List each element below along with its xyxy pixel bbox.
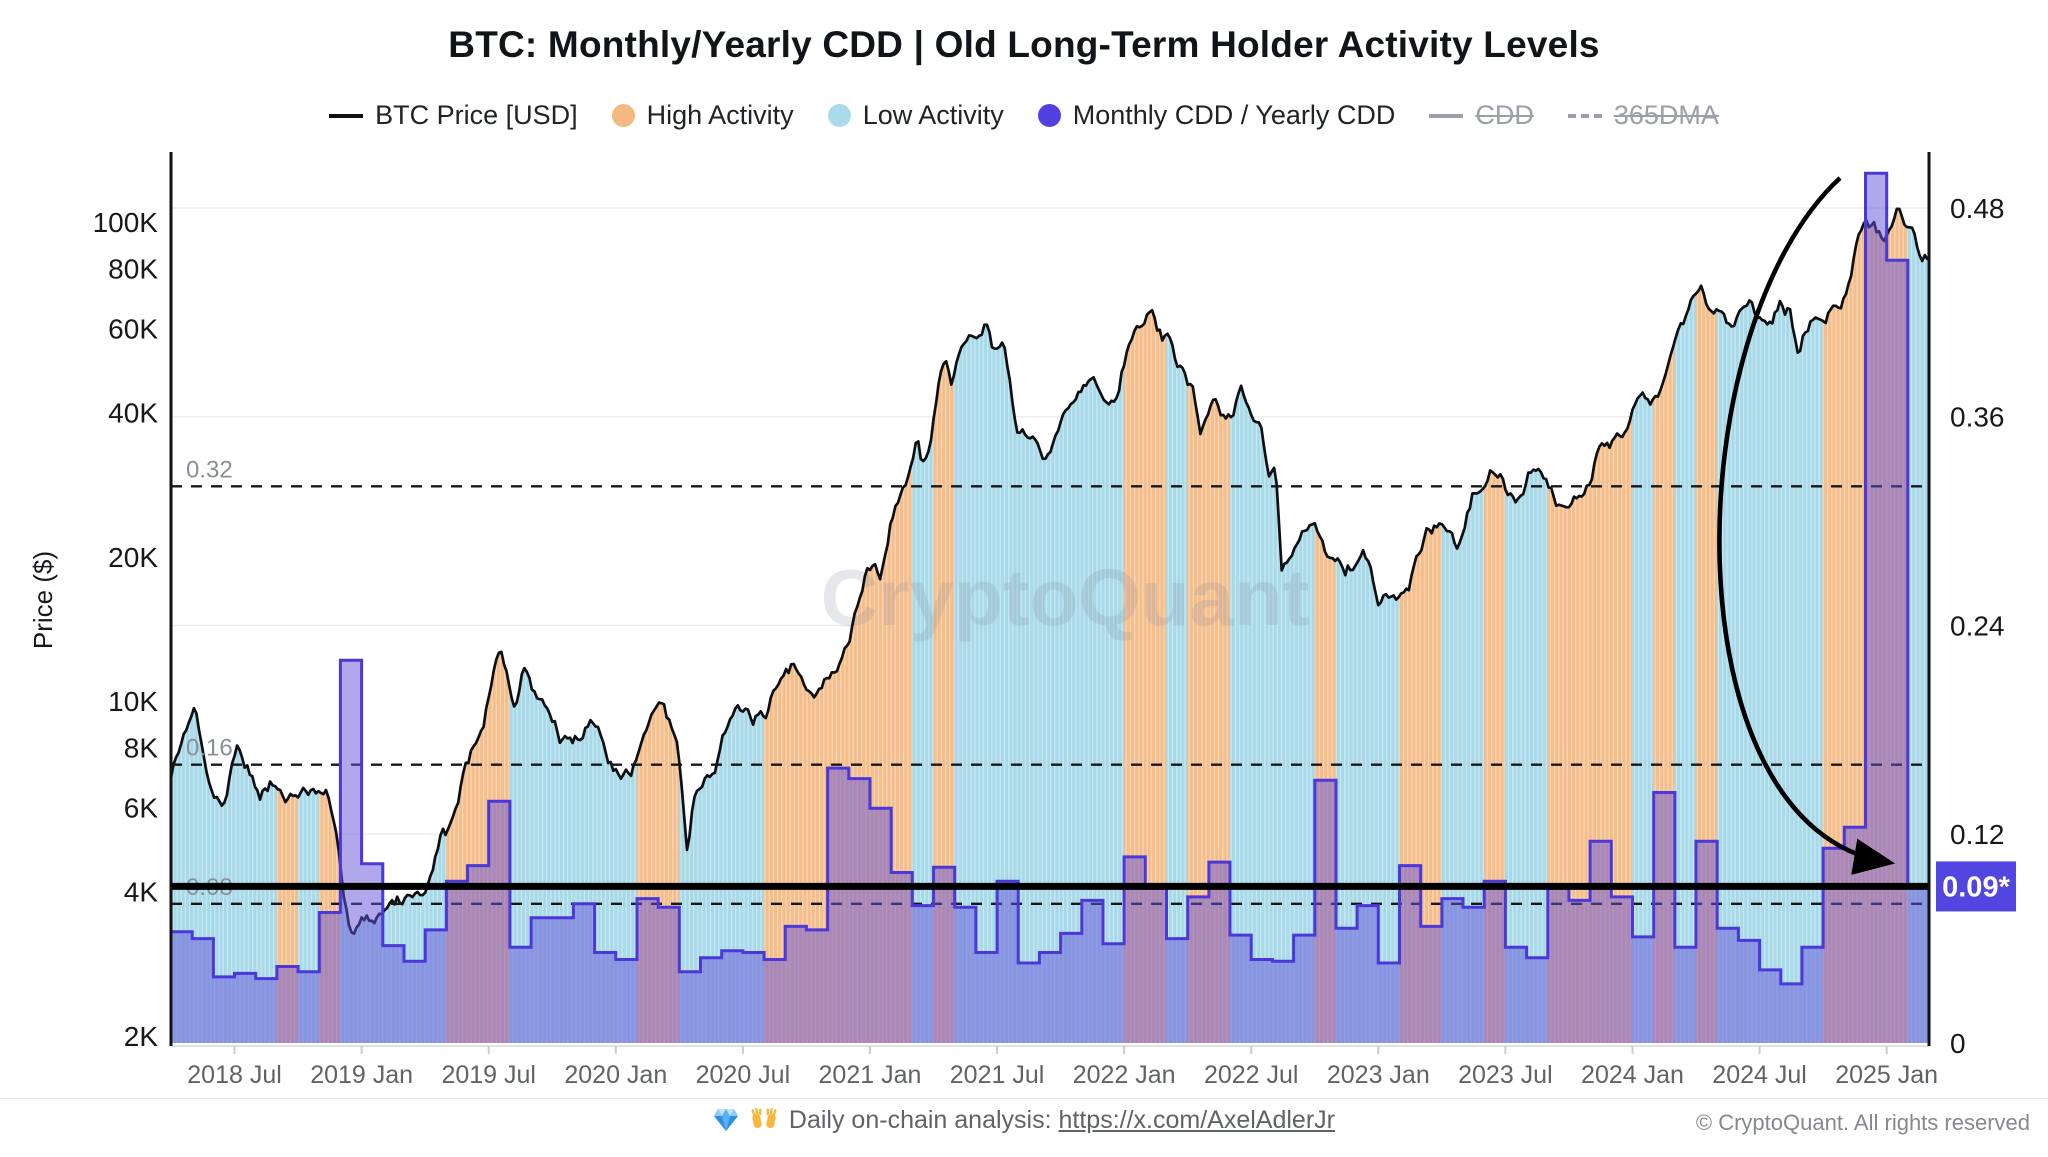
current-value-label: 0.09* [1942, 871, 2010, 903]
page-title: BTC: Monthly/Yearly CDD | Old Long-Term … [448, 24, 1600, 65]
x-tick-label: 2018 Jul [187, 1061, 282, 1089]
x-tick-label: 2022 Jan [1073, 1061, 1176, 1089]
x-tick-label: 2022 Jul [1204, 1061, 1299, 1089]
x-tick-label: 2021 Jan [819, 1061, 922, 1089]
ratio-tick-label: 0.36 [1950, 402, 2005, 433]
btc-price-line [169, 207, 1929, 935]
x-axis-ticks: 2018 Jul 2019 Jan 2019 Jul 2020 Jan 2020 Jul… [187, 1046, 1938, 1089]
legend-item-monthly-cdd-yearly-cdd[interactable]: Monthly CDD / Yearly CDD [1037, 100, 1396, 131]
x-tick-label: 2020 Jul [696, 1061, 791, 1089]
y-axis-title: Price ($) [28, 551, 58, 649]
gem-icon [713, 1108, 739, 1139]
price-tick-label: 8K [124, 732, 159, 763]
x-tick-label: 2024 Jan [1581, 1061, 1684, 1089]
legend-item-label: 365DMA [1613, 100, 1719, 130]
left-axis-ticks: 100K 80K 60K 40K 20K 10K 8K 6K 4K 2K [93, 207, 159, 1052]
legend-item-cdd[interactable]: CDD [1429, 100, 1534, 131]
x-tick-label: 2021 Jul [950, 1061, 1045, 1089]
legend-item-365dma[interactable]: 365DMA [1567, 100, 1719, 131]
annotation-arrow [1717, 176, 1896, 875]
price-tick-label: 2K [124, 1021, 159, 1052]
price-tick-label: 80K [108, 253, 158, 284]
cdd-bars-fill [171, 173, 1930, 1043]
dashed-levels: 0.320.160.08 [171, 456, 1929, 905]
right-axis-ticks: 0 0.12 0.24 0.36 0.48 [1950, 193, 2005, 1059]
raised-hands-icon [750, 1107, 778, 1139]
x-tick-label: 2023 Jan [1327, 1061, 1430, 1089]
legend-item-label: Low Activity [862, 100, 1004, 130]
legend-item-label: Monthly CDD / Yearly CDD [1072, 100, 1396, 130]
legend-line-icon [1429, 113, 1464, 118]
price-tick-label: 4K [124, 877, 159, 908]
x-tick-label: 2025 Jan [1835, 1061, 1938, 1089]
legend-dot-icon [1037, 104, 1061, 127]
current-value-badge [1936, 861, 2016, 912]
legend-item-high-activity[interactable]: High Activity [611, 100, 794, 131]
x-tick-label: 2020 Jan [564, 1061, 667, 1089]
footer-note: Daily on-chain analysis: https://x.com/A… [0, 1106, 2048, 1139]
footer-divider [0, 1098, 2048, 1099]
legend-dot-icon [827, 104, 851, 127]
ratio-tick-label: 0.24 [1950, 610, 2005, 641]
ratio-tick-label: 0 [1950, 1028, 1966, 1059]
legend-item-low-activity[interactable]: Low Activity [827, 100, 1004, 131]
ratio-tick-label: 0.48 [1950, 193, 2005, 224]
dashed-level-label: 0.16 [186, 735, 233, 762]
price-tick-label: 6K [124, 792, 159, 823]
legend-item-label: High Activity [646, 100, 794, 130]
legend-item-label: CDD [1475, 100, 1534, 130]
x-tick-label: 2019 Jan [310, 1061, 413, 1089]
legend-line-icon [329, 113, 364, 118]
price-tick-label: 60K [108, 313, 158, 344]
footer-text: Daily on-chain analysis: [788, 1106, 1059, 1134]
ratio-tick-label: 0.12 [1950, 819, 2005, 850]
legend-item-label: BTC Price [USD] [375, 100, 578, 130]
price-tick-label: 10K [108, 686, 158, 717]
legend: BTC Price [USD] High Activity Low Activity… [0, 100, 2048, 131]
cdd-bars-outline [171, 171, 1929, 986]
watermark: CryptoQuant [821, 553, 1310, 642]
dashed-level-label: 0.32 [186, 456, 233, 483]
legend-item-btc-price-usd[interactable]: BTC Price [USD] [329, 100, 578, 131]
copyright-note: © CryptoQuant. All rights reserved [1695, 1110, 2030, 1135]
price-tick-label: 40K [108, 398, 158, 429]
legend-dot-icon [611, 104, 635, 127]
legend-dash-icon [1567, 113, 1602, 118]
x-tick-label: 2024 Jul [1712, 1061, 1807, 1089]
x-tick-label: 2023 Jul [1458, 1061, 1553, 1089]
footer-link[interactable]: https://x.com/AxelAdlerJr [1058, 1106, 1335, 1134]
x-tick-label: 2019 Jul [441, 1061, 536, 1089]
price-tick-label: 100K [93, 207, 159, 238]
price-tick-label: 20K [108, 542, 158, 573]
